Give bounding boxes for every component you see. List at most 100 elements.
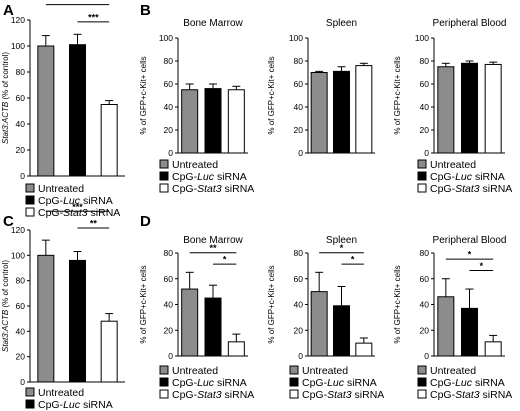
bar-cpg-luc (461, 307, 478, 357)
y-tick-label: 20 (16, 352, 26, 362)
legend-label-part: CpG- (430, 377, 456, 389)
legend-swatch-cpg-luc (417, 171, 427, 181)
y-tick-label: 20 (164, 125, 174, 135)
y-axis-label-text: (% of control) (1, 52, 10, 102)
y-tick-label: 100 (11, 41, 25, 51)
y-tick-label: 100 (11, 250, 25, 260)
bar-cpg-stat3 (355, 65, 373, 154)
bar-cpg-stat3 (100, 320, 118, 383)
legend-label-part: siRNA (352, 389, 385, 401)
significance-label: *** (72, 202, 83, 212)
legend-label-untreated: Untreated (430, 365, 476, 377)
legend-label-part: Untreated (38, 183, 84, 195)
y-axis-label: % of GFP+c-Kit+ cells (267, 56, 276, 134)
bar-cpg-luc (204, 297, 222, 357)
chart-title: Bone Marrow (183, 235, 243, 246)
y-axis-label: % of GFP+c-Kit+ cells (393, 265, 402, 343)
y-tick-label: 80 (16, 276, 26, 286)
panel-letter-a: A (3, 2, 14, 19)
legend-label-part: siRNA (480, 389, 513, 401)
y-tick-label: 0 (298, 351, 303, 361)
legend-label-cpg-stat3: CpG-Stat3 siRNA (430, 183, 512, 195)
y-tick-label: 0 (424, 148, 429, 158)
legend-label-part: CpG- (302, 389, 328, 401)
significance-label: * (340, 243, 344, 253)
significance-label: ** (90, 218, 98, 228)
y-tick-label: 0 (20, 377, 25, 387)
legend-label-part: Luc (197, 171, 215, 183)
legend-label-untreated: Untreated (38, 183, 84, 195)
legend-label-cpg-luc: CpG-Luc siRNA (38, 195, 113, 207)
legend-label-untreated: Untreated (302, 365, 348, 377)
y-tick-label: 60 (420, 274, 430, 284)
bar-untreated (437, 296, 455, 357)
chart-b3: 0 20 40 60 80 100 Peripheral Blood % of GFP+c-K… (393, 18, 506, 158)
legend-label-part: Untreated (172, 365, 218, 377)
y-tick-label: 60 (16, 301, 26, 311)
y-tick-label: 40 (294, 102, 304, 112)
legend-label-part: siRNA (214, 171, 247, 183)
legend-swatch-cpg-stat3 (417, 389, 427, 399)
y-tick-label: 80 (164, 248, 174, 258)
legend-label-cpg-stat3: CpG-Stat3 siRNA (430, 389, 512, 401)
y-tick-label: 0 (168, 148, 173, 158)
legend-swatch-cpg-luc (159, 171, 169, 181)
y-tick-label: 40 (420, 300, 430, 310)
y-tick-label: 120 (11, 15, 25, 25)
legend-label-cpg-luc: CpG-Luc siRNA (302, 377, 377, 389)
bar-untreated (37, 45, 55, 177)
legend-label-part: Luc (63, 399, 81, 411)
y-tick-label: 80 (420, 248, 430, 258)
bar-cpg-stat3 (355, 342, 373, 357)
panel-letter-d: D (140, 213, 151, 230)
y-tick-label: 40 (164, 102, 174, 112)
significance-label: *** (88, 12, 99, 22)
y-tick-label: 0 (20, 171, 25, 181)
legend-label-cpg-stat3: CpG-Stat3 siRNA (38, 207, 120, 219)
panel-letter-c: C (3, 213, 14, 230)
bar-untreated (310, 72, 328, 154)
legend-label-untreated: Untreated (430, 159, 476, 171)
significance-label: * (223, 255, 227, 265)
legend-label-part: siRNA (88, 207, 121, 219)
legend-swatch-untreated (289, 365, 299, 375)
legend-label-untreated: Untreated (172, 159, 218, 171)
chart-d3: 0 20 40 60 80 * * Peripheral Blood % of GFP+c-Ki… (393, 235, 506, 361)
legend-label-part: siRNA (472, 171, 505, 183)
legend-label-cpg-stat3: CpG-Stat3 siRNA (302, 389, 384, 401)
legend-label-part: Untreated (430, 159, 476, 171)
bar-cpg-luc (461, 62, 478, 154)
legend-swatch-cpg-luc (25, 195, 35, 205)
legend-label-part: CpG- (172, 171, 198, 183)
y-tick-label: 60 (420, 79, 430, 89)
chart-title: Peripheral Blood (433, 235, 507, 246)
legend-label-part: Luc (327, 377, 345, 389)
bar-cpg-stat3 (484, 341, 502, 357)
legend-label-part: Stat3 (455, 389, 480, 401)
bar-untreated (181, 288, 199, 357)
legend-label-part: Stat3 (63, 207, 88, 219)
legend-label-part: CpG- (38, 207, 64, 219)
y-axis-label: % of GFP+c-Kit+ cells (139, 265, 148, 343)
legend-label-cpg-luc: CpG-Luc siRNA (172, 377, 247, 389)
y-axis-label: Stat3:ACTB (% of control) (1, 260, 10, 352)
legend-label-part: siRNA (80, 195, 113, 207)
legend-label-part: siRNA (472, 377, 505, 389)
y-axis-label-italic: Stat3:ACTB (1, 309, 10, 352)
legend-label-part: Stat3 (197, 183, 222, 195)
bar-cpg-luc (69, 259, 86, 383)
y-tick-label: 120 (11, 225, 25, 235)
legend-swatch-cpg-luc (25, 399, 35, 409)
significance-label: * (480, 261, 484, 271)
legend-swatch-untreated (25, 387, 35, 397)
significance-label: * (351, 255, 355, 265)
y-tick-label: 40 (16, 326, 26, 336)
y-axis-label-italic: Stat3:ACTB (1, 101, 10, 144)
bar-untreated (310, 291, 328, 357)
legend-label-part: CpG- (172, 389, 198, 401)
legend-swatch-cpg-luc (289, 377, 299, 387)
